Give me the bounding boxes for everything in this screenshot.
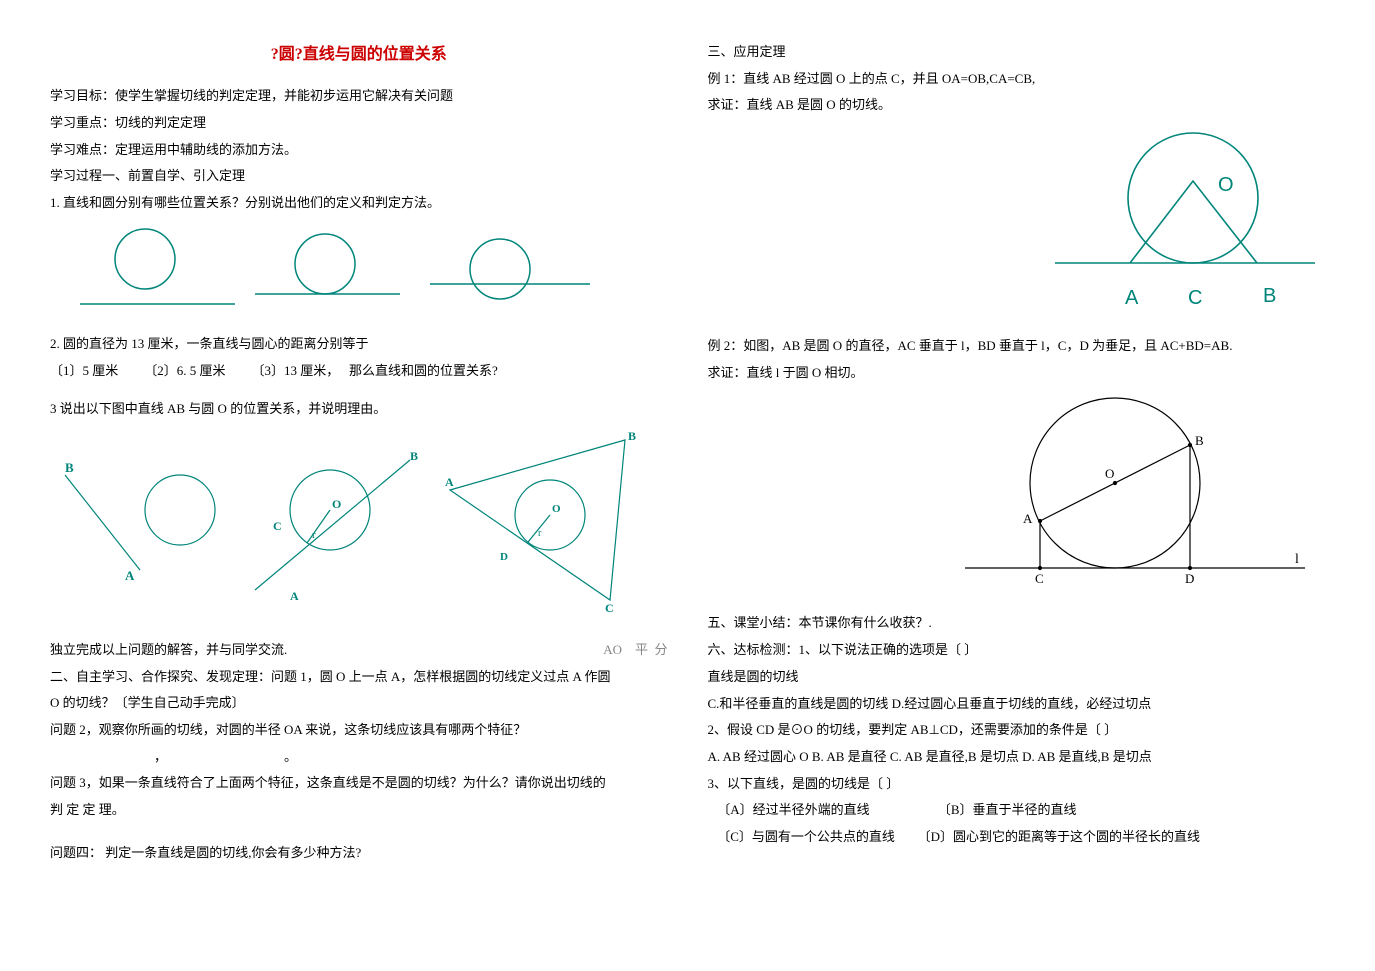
q2: 2、假设 CD 是⊙O 的切线，要判定 AB⊥CD，还需要添加的条件是〔 〕	[708, 718, 1326, 743]
label-B-fig4: B	[1195, 433, 1204, 448]
label-O-fig3: O	[1218, 174, 1234, 196]
question-2-line1: 2. 圆的直径为 13 厘米，一条直线与圆心的距离分别等于	[50, 332, 668, 357]
label-A-1: A	[125, 568, 135, 583]
q1-options-cd: C.和半径垂直的直线是圆的切线 D.经过圆心且垂直于切线的直线，必经过切点	[708, 692, 1326, 717]
label-r-3: r	[538, 528, 542, 539]
section-2-b: O 的切线？〔学生自己动手完成〕	[50, 691, 668, 716]
learning-process: 学习过程一、前置自学、引入定理	[50, 164, 668, 189]
label-O-fig4: O	[1105, 466, 1114, 481]
q1-stem: 直线是圆的切线	[708, 665, 1326, 690]
label-O-3: O	[552, 503, 561, 515]
label-D-3: D	[500, 551, 508, 563]
example-2-b: 求证：直线 l 于圆 O 相切。	[708, 361, 1326, 386]
problem-3-a: 问题 3，如果一条直线符合了上面两个特征，这条直线是不是圆的切线？为什么？请你说…	[50, 771, 668, 796]
label-O-2: O	[332, 497, 341, 511]
q3: 3、以下直线，是圆的切线是〔 〕	[708, 772, 1326, 797]
label-C-fig3: C	[1188, 287, 1202, 309]
tangent-proof-diagram: O A C B	[1025, 126, 1325, 316]
learning-difficulty: 学习难点：定理运用中辅助线的添加方法。	[50, 138, 668, 163]
label-B-2: B	[410, 449, 418, 463]
label-D-fig4: D	[1185, 571, 1194, 586]
label-B-fig3: B	[1263, 285, 1276, 307]
blanks-line: ， 。	[50, 745, 668, 770]
section-2-a: 二、自主学习、合作探究、发现定理：问题 1，圆 O 上一点 A，怎样根据圆的切线…	[50, 665, 668, 690]
figure-4: O A B C D l	[708, 393, 1326, 593]
section-6-q1: 六、达标检测：1、以下说法正确的选项是〔 〕	[708, 638, 1326, 663]
left-column: ?圆?直线与圆的位置关系 学习目标：使学生掌握切线的判定定理，并能初步运用它解决…	[30, 40, 688, 961]
problem-3-b: 判 定 定 理。	[50, 798, 668, 823]
label-A-fig3: A	[1125, 287, 1139, 309]
question-1: 1. 直线和圆分别有哪些位置关系？分别说出他们的定义和判定方法。	[50, 191, 668, 216]
label-B-1: B	[65, 460, 74, 475]
q3-options-ab: 〔A〕经过半径外端的直线 〔B〕垂直于半径的直线	[708, 798, 1326, 823]
learning-keypoint: 学习重点：切线的判定定理	[50, 111, 668, 136]
three-line-circle-diagram: B A O C r B A	[50, 430, 650, 620]
figure-2: B A O C r B A	[50, 430, 668, 620]
section-5: 五、课堂小结：本节课你有什么收获？.	[708, 611, 1326, 636]
learning-goal: 学习目标：使学生掌握切线的判定定理，并能初步运用它解决有关问题	[50, 84, 668, 109]
figure-3: O A C B	[708, 126, 1326, 316]
label-C-fig4: C	[1035, 571, 1044, 586]
independent-note: 独立完成以上问题的解答，并与同学交流.	[50, 638, 287, 663]
figure-1	[50, 224, 668, 314]
label-A-2: A	[290, 589, 299, 603]
three-circles-diagram	[50, 224, 610, 314]
label-A-fig4: A	[1023, 511, 1033, 526]
example-1-b: 求证：直线 AB 是圆 O 的切线。	[708, 93, 1326, 118]
section-3: 三、应用定理	[708, 40, 1326, 65]
label-A-3: A	[445, 475, 454, 489]
doc-title: ?圆?直线与圆的位置关系	[50, 40, 668, 70]
right-column: 三、应用定理 例 1：直线 AB 经过圆 O 上的点 C，并且 OA=OB,CA…	[688, 40, 1346, 961]
blank-comma-1: ，	[154, 749, 167, 764]
label-B-3: B	[628, 430, 636, 443]
problem-4: 问题四： 判定一条直线是圆的切线,你会有多少种方法?	[50, 841, 668, 866]
example-2-a: 例 2：如图，AB 是圆 O 的直径，AC 垂直于 l，BD 垂直于 l，C，D…	[708, 334, 1326, 359]
label-l-fig4: l	[1295, 552, 1299, 567]
diameter-tangent-diagram: O A B C D l	[955, 393, 1325, 593]
example-1-a: 例 1：直线 AB 经过圆 O 上的点 C，并且 OA=OB,CA=CB,	[708, 67, 1326, 92]
q3-options-cd: 〔C〕与圆有一个公共点的直线 〔D〕圆心到它的距离等于这个圆的半径长的直线	[708, 825, 1326, 850]
problem-2: 问题 2，观察你所画的切线，对圆的半径 OA 来说，这条切线应该具有哪两个特征？	[50, 718, 668, 743]
aq-label: AO 平 分	[603, 638, 667, 663]
blank-comma-2: 。	[284, 749, 297, 764]
question-3: 3 说出以下图中直线 AB 与圆 O 的位置关系，并说明理由。	[50, 397, 668, 422]
label-C-2: C	[273, 519, 282, 533]
label-r-2: r	[312, 529, 316, 541]
question-2-line2: 〔1〕5 厘米 〔2〕6. 5 厘米 〔3〕13 厘米， 那么直线和圆的位置关系…	[50, 359, 668, 384]
label-C-3: C	[605, 601, 614, 615]
q2-options: A. AB 经过圆心 O B. AB 是直径 C. AB 是直径,B 是切点 D…	[708, 745, 1326, 770]
